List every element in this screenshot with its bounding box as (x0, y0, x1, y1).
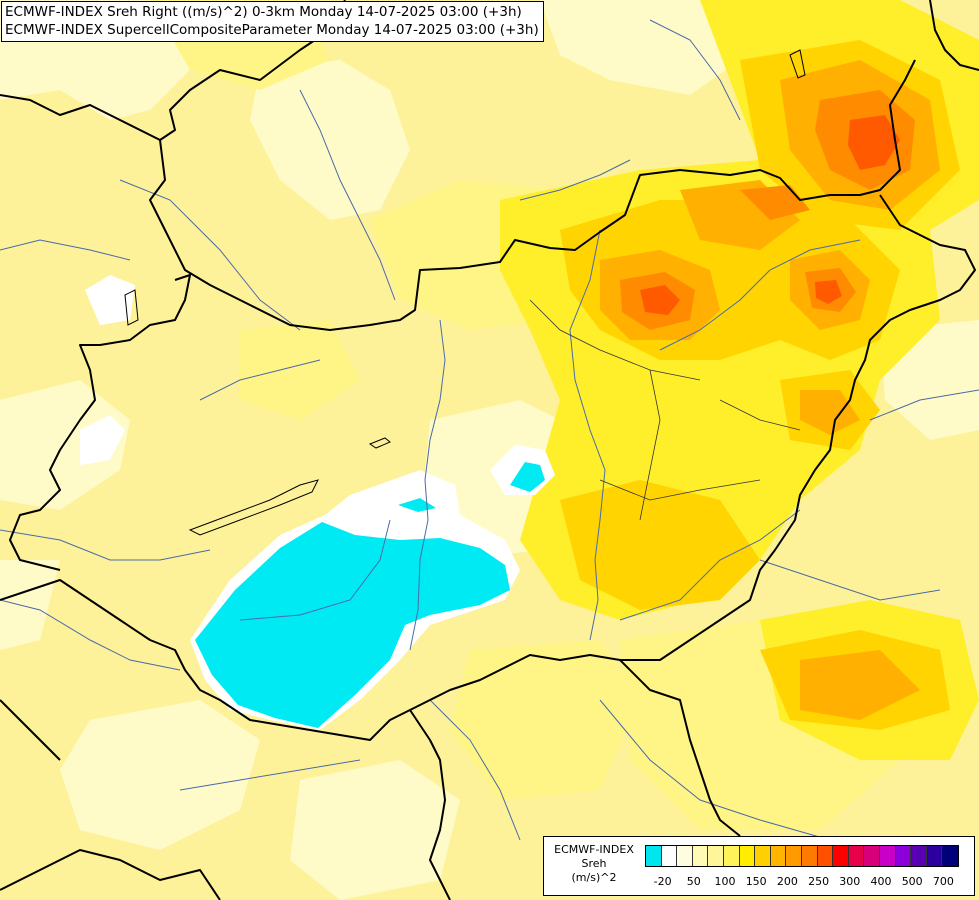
legend-tick-labels: -20 50 100 150 200 250 300 400 500 700 (645, 875, 965, 889)
legend-swatch (817, 846, 834, 866)
legend-swatch (848, 846, 865, 866)
legend-tick-label: 700 (932, 875, 954, 888)
legend-tick-label: 500 (901, 875, 923, 888)
title-line-1: ECMWF-INDEX Sreh Right ((m/s)^2) 0-3km M… (5, 4, 522, 20)
legend-tick-label: 50 (686, 875, 701, 888)
color-legend: ECMWF-INDEX Sreh (m/s)^2 -20 50 100 150 200 2… (543, 836, 975, 896)
orange-areas (600, 60, 940, 720)
red-orange-cores (640, 115, 900, 315)
legend-swatch (708, 846, 724, 866)
legend-tick-label: 150 (745, 875, 767, 888)
legend-swatch (926, 846, 943, 866)
legend-swatch (833, 846, 849, 866)
legend-swatch (879, 846, 896, 866)
legend-label-line-1: ECMWF-INDEX (554, 843, 634, 856)
title-line-2: ECMWF-INDEX SupercellCompositeParameter … (5, 22, 539, 38)
lake-outlines (124, 49, 806, 536)
legend-tick-label: 100 (714, 875, 736, 888)
map-title-box: ECMWF-INDEX Sreh Right ((m/s)^2) 0-3km M… (1, 1, 544, 42)
legend-tick-label: 400 (870, 875, 892, 888)
legend-tick-label: 200 (776, 875, 798, 888)
legend-swatch (895, 846, 912, 866)
legend-tick-label: 300 (839, 875, 861, 888)
legend-swatch (677, 846, 693, 866)
legend-color-bar (645, 845, 959, 867)
legend-swatch (864, 846, 880, 866)
legend-label-line-2: Sreh (581, 857, 607, 870)
legend-label: ECMWF-INDEX Sreh (m/s)^2 (544, 843, 644, 885)
legend-swatch (770, 846, 787, 866)
legend-swatch (801, 846, 818, 866)
legend-label-line-3: (m/s)^2 (571, 871, 617, 884)
legend-swatch (942, 846, 958, 866)
legend-tick-label: -20 (653, 875, 672, 888)
legend-swatch (755, 846, 771, 866)
legend-swatch (646, 846, 662, 866)
river-lines (0, 19, 979, 861)
legend-swatch (661, 846, 678, 866)
legend-swatch (723, 846, 740, 866)
legend-tick-label: 250 (808, 875, 830, 888)
legend-swatch (739, 846, 756, 866)
legend-swatch (786, 846, 802, 866)
legend-swatch (911, 846, 927, 866)
legend-swatch (692, 846, 709, 866)
region-border-lines (529, 299, 801, 521)
cyan-areas (195, 462, 545, 728)
